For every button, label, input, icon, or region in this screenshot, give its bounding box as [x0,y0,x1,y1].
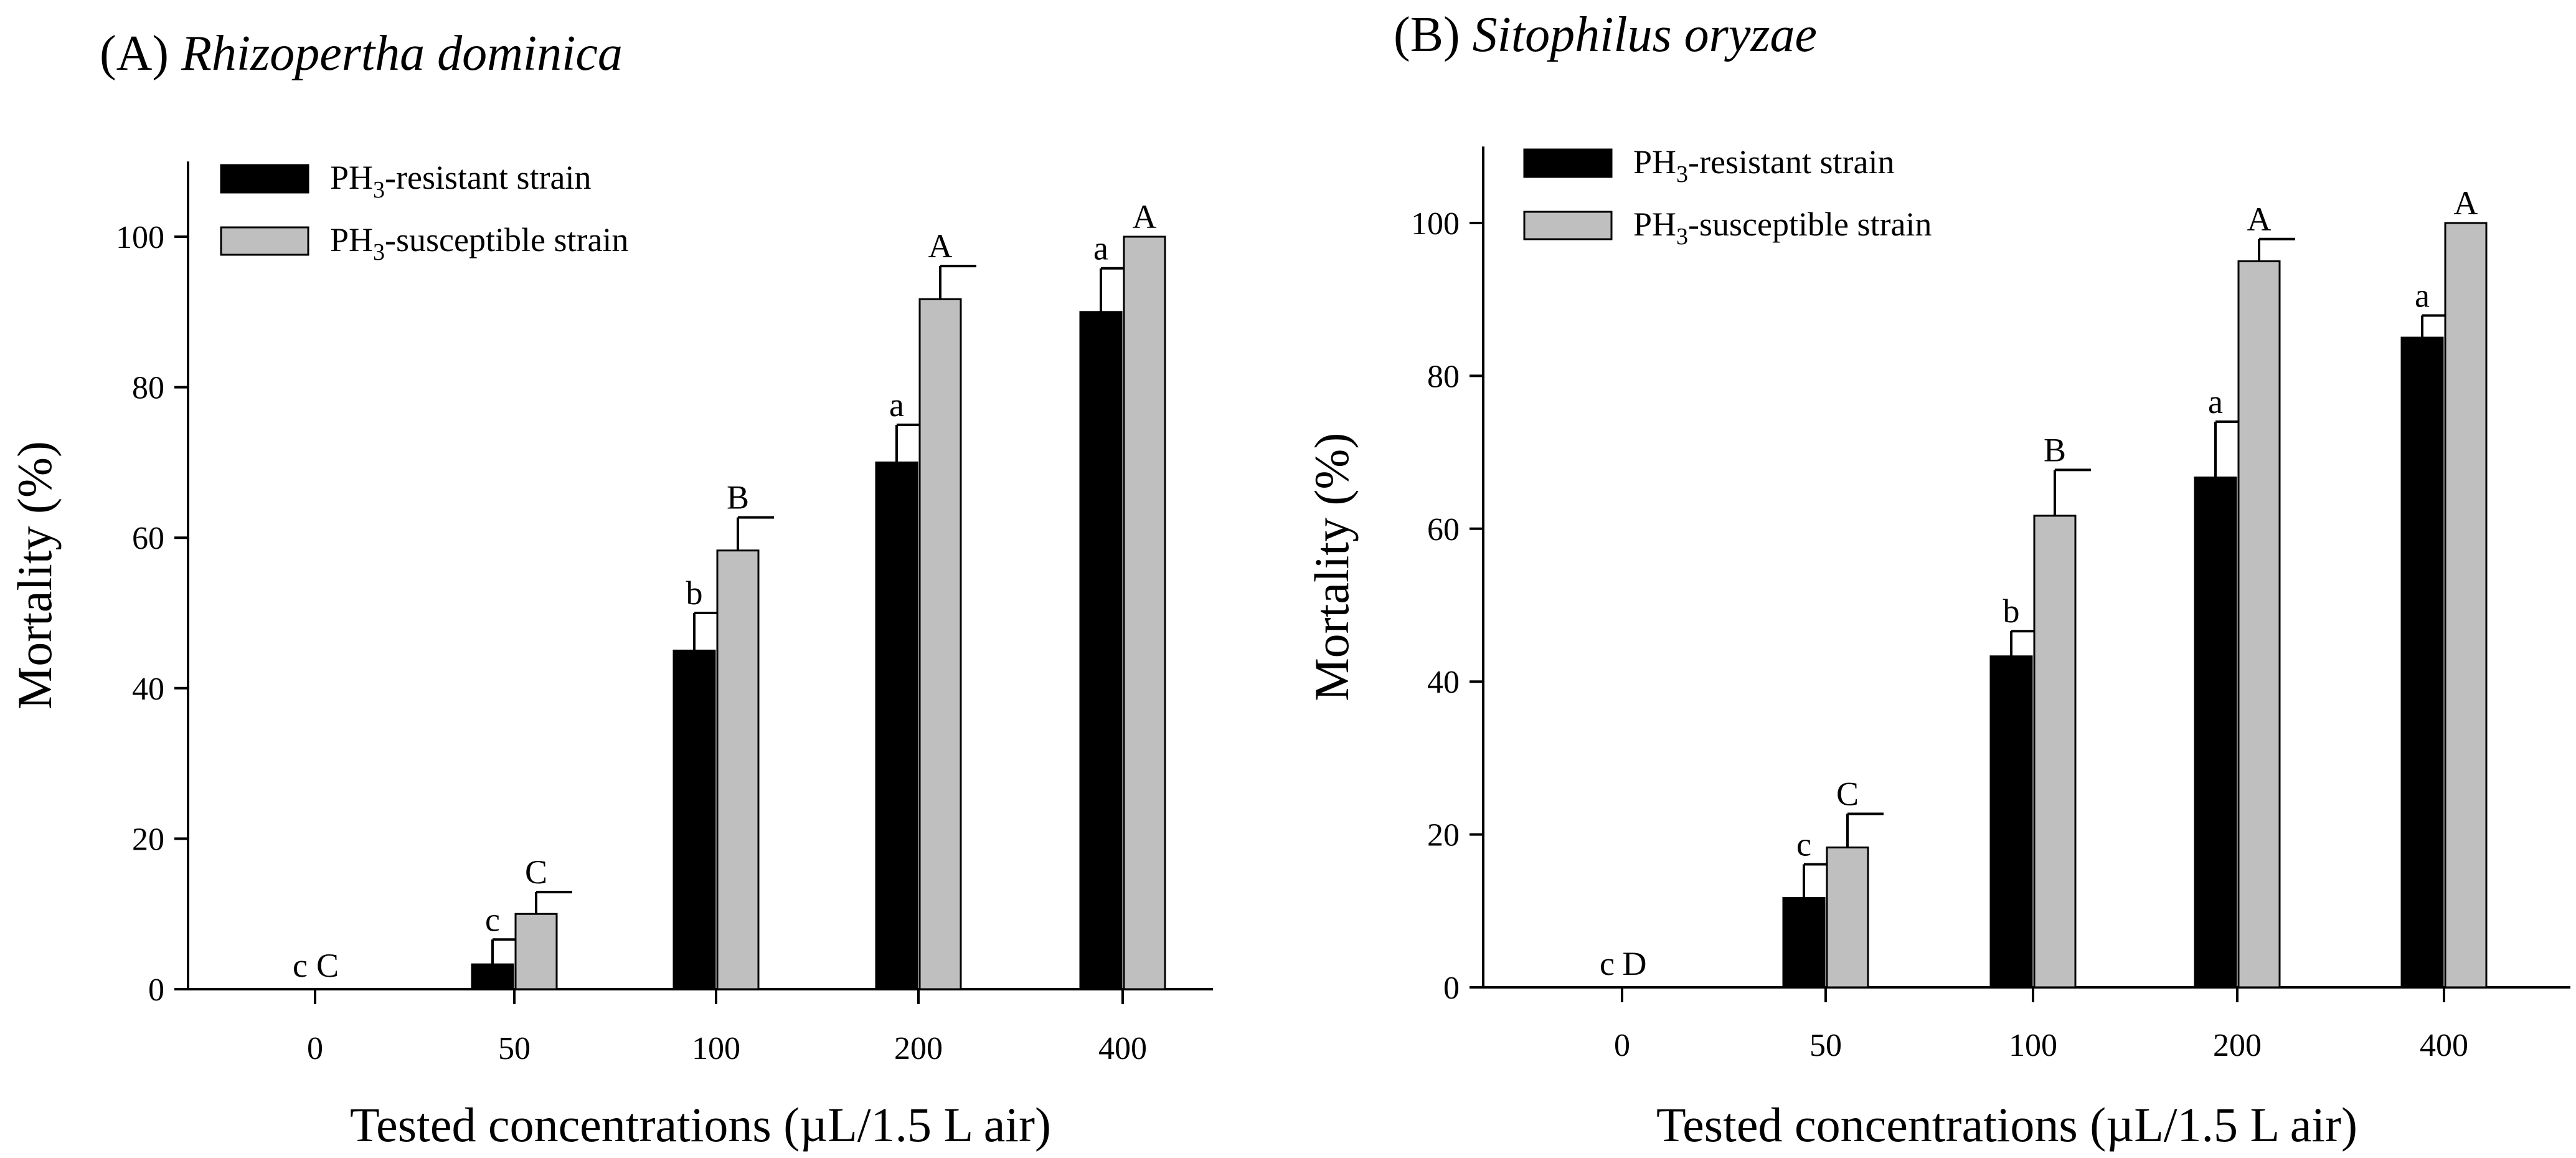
panel-b-significance-letter-resistant: b [2003,592,2020,630]
panel-b-significance-letter-susceptible: C [1836,775,1859,812]
panel-a-y-tick-label: 20 [132,822,164,857]
panel-b-significance-letter-resistant: c [1796,825,1811,863]
panel-b-y-tick-label: 60 [1427,512,1460,548]
panel-a-significance-letter-susceptible: B [727,479,749,516]
panel-a-legend-label-rest: -resistant strain [385,159,591,196]
panel-b-y-tick-label: 20 [1427,818,1460,853]
panel-b-legend-label-rest: -resistant strain [1688,143,1894,181]
panel-b-significance-letter-resistant: a [2415,277,2430,314]
panel-b-significance-letter-susceptible: D [1623,945,1647,982]
panel-b-bar-susceptible [2237,260,2281,989]
panel-b-significance-letter-susceptible: A [2247,201,2272,238]
panel-b-significance-letter-resistant: c [1600,945,1615,982]
panel-a-significance-letter-resistant: c [485,901,500,938]
panel-a-significance-letter-resistant: a [889,386,904,424]
panel-b-species: Sitophilus oryzae [1473,7,1817,62]
panel-a-bar-resistant [471,963,514,990]
panel-a-bar-resistant [1079,311,1123,990]
panel-a-significance-letter-susceptible: A [928,227,953,265]
panel-a-y-tick-label: 80 [132,371,164,406]
panel-b-y-tick-label: 40 [1427,665,1460,700]
panel-a-label: (A) [100,26,169,81]
panel-b-bar-susceptible [2033,515,2077,989]
panel-a-x-tick-label: 0 [307,1031,323,1066]
panel-a-title: (A) Rhizopertha dominica [100,26,623,81]
panel-b-significance-letter-susceptible: A [2454,184,2478,222]
panel-b-bar-susceptible [2444,222,2488,989]
panel-a-legend-swatch-resistant [220,164,309,194]
panel-a-x-tick-label: 200 [894,1031,943,1066]
panel-b-bar-resistant [1989,655,2033,989]
panel-a-y-tick-label: 60 [132,521,164,556]
panel-b: (B) Sitophilus oryzae 0 20 40 60 80 100 Mortal… [1305,7,2570,1152]
panel-b-legend-label-subscript: 3 [1676,224,1688,250]
panel-a-y-tick-label: 0 [148,972,164,1008]
panel-b-x-tick-label: 0 [1614,1028,1630,1063]
panel-b-x-tick-label: 100 [2009,1028,2057,1063]
panel-a-x-tick-label: 100 [692,1031,740,1066]
panel-b-legend-swatch-resistant [1523,148,1613,178]
panel-b-y-tick-label: 100 [1411,206,1460,242]
panel-a-significance-letter-susceptible: C [316,947,339,984]
panel-b-label: (B) [1394,7,1460,62]
panel-b-legend-label-resistant: PH3-resistant strain [1633,143,1894,187]
panel-b-bar-resistant [2194,477,2237,989]
panel-b-x-tick-label: 200 [2213,1028,2262,1063]
panel-b-significance-letter-susceptible: B [2044,431,2066,468]
panel-a-legend-label-susceptible: PH3-susceptible strain [330,221,628,265]
panel-b-legend-label-rest: -susceptible strain [1688,206,1932,243]
panel-a-bar-susceptible [1123,235,1166,990]
panel-b-x-tick-label: 50 [1809,1028,1842,1063]
panel-b-bar-resistant [1782,896,1826,989]
panel-a-legend-label-rest: -susceptible strain [385,221,628,259]
panel-b-y-tick-label: 80 [1427,359,1460,394]
panel-a-bar-resistant [875,461,918,990]
panel-b-legend-swatch-susceptible [1523,211,1613,240]
panel-a-significance-letter-resistant: a [1093,230,1108,267]
panel-a-significance-letter-susceptible: C [525,853,547,891]
panel-b-title: (B) Sitophilus oryzae [1394,7,1817,62]
panel-a-legend-swatch-susceptible [220,226,309,256]
panel-b-legend-label-main: PH [1633,206,1676,243]
panel-a-x-tick-label: 400 [1098,1031,1147,1066]
panel-a-x-tick-label: 50 [498,1031,531,1066]
panel-a-legend-label-subscript: 3 [373,239,385,265]
panel-a-bar-susceptible [514,913,558,990]
panel-a-legend-label-resistant: PH3-resistant strain [330,159,591,203]
panel-b-x-axis-title: Tested concentrations (µL/1.5 L air) [1656,1098,2357,1152]
panel-b-y-tick-label: 0 [1443,971,1460,1006]
panel-a-legend-label-main: PH [330,159,373,196]
panel-a-y-tick-label: 40 [132,672,164,707]
panel-b-bar-resistant [2400,336,2444,989]
panel-a-bar-susceptible [716,549,760,990]
panel-a-legend-label-subscript: 3 [373,177,385,203]
panel-a-y-axis-title: Mortality (%) [7,441,62,710]
panel-a: (A) Rhizopertha dominica 0 20 40 60 80 100 Mor… [7,26,1213,1152]
panel-b-significance-letter-resistant: a [2208,383,2223,420]
panel-b-legend-label-main: PH [1633,143,1676,181]
panel-a-significance-letter-resistant: c [293,947,308,984]
panel-a-bar-resistant [672,649,716,990]
panel-a-bar-susceptible [918,298,962,990]
panel-b-legend-label-subscript: 3 [1676,161,1688,187]
panel-b-legend-label-susceptible: PH3-susceptible strain [1633,206,1932,250]
panel-a-significance-letter-susceptible: A [1133,198,1157,235]
panel-a-species: Rhizopertha dominica [181,26,623,81]
panel-b-bar-susceptible [1826,846,1869,989]
panel-a-significance-letter-resistant: b [686,574,703,612]
panel-a-x-axis-title: Tested concentrations (µL/1.5 L air) [350,1098,1051,1152]
panel-a-y-tick-label: 100 [116,220,164,255]
panel-b-y-axis-title: Mortality (%) [1305,433,1359,701]
panel-b-x-tick-label: 400 [2420,1028,2468,1063]
panel-a-legend-label-main: PH [330,221,373,259]
